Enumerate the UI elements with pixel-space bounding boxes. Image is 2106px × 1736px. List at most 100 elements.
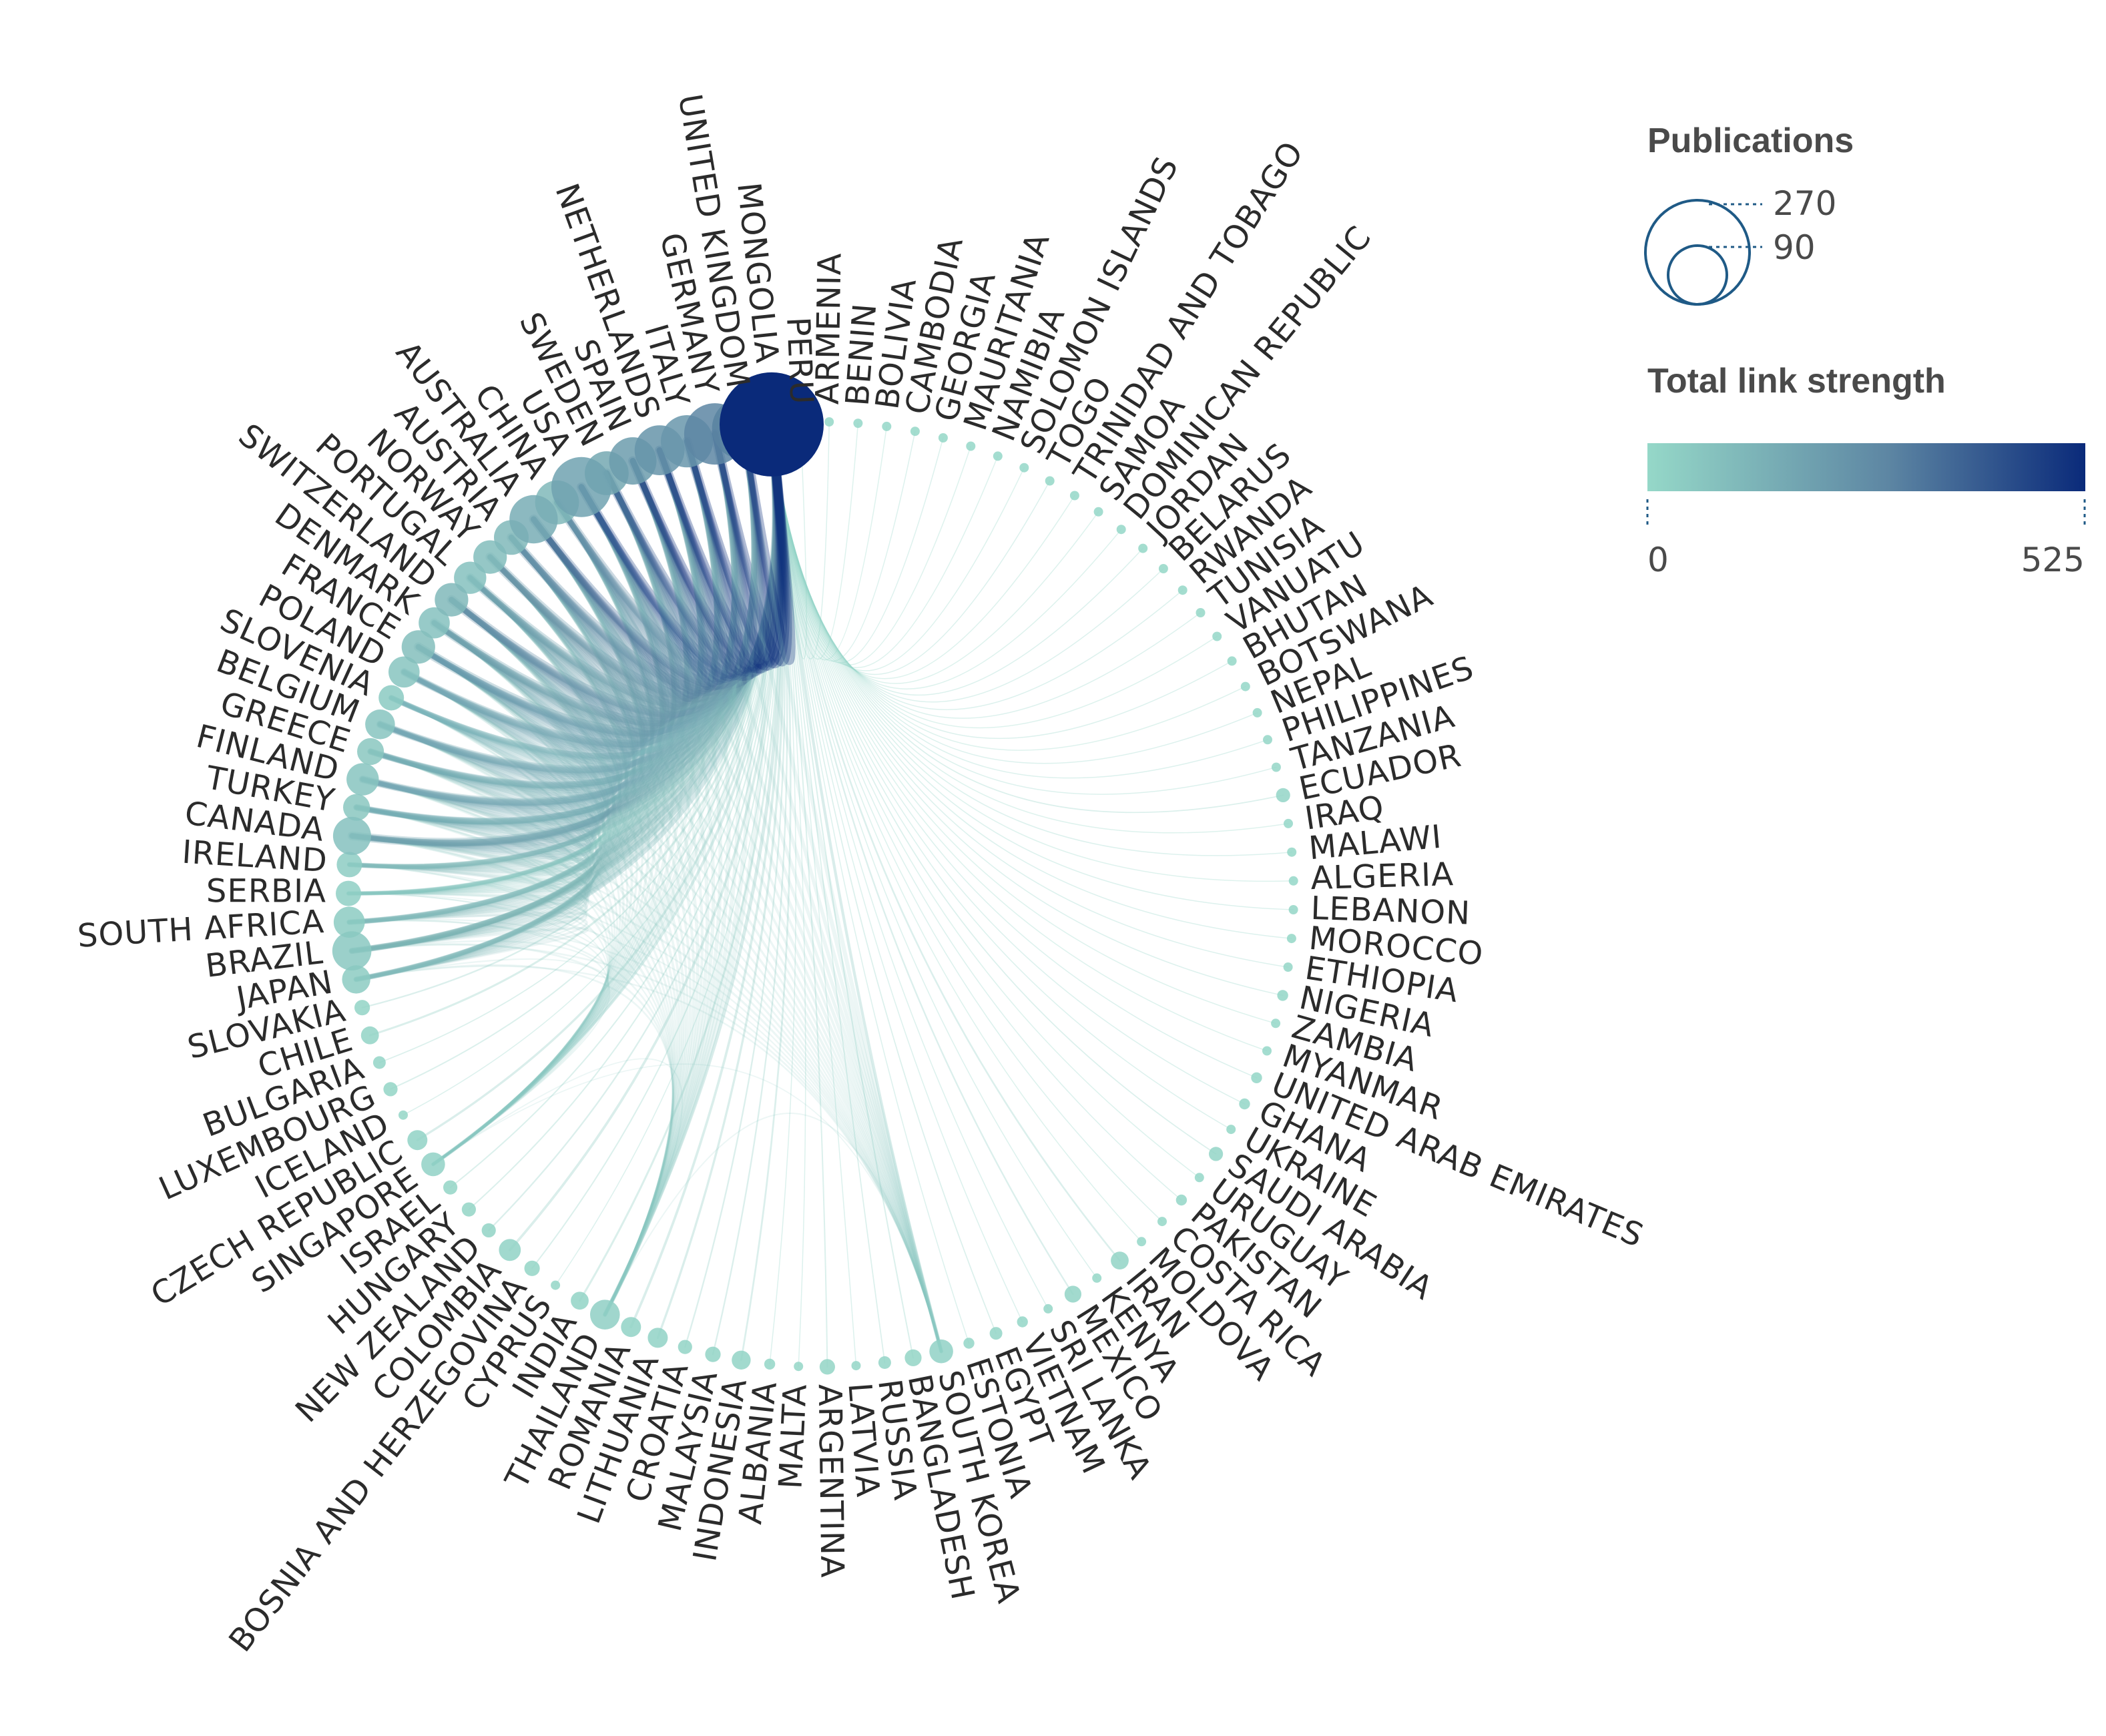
- node-lithuania[interactable]: [647, 1328, 668, 1348]
- link-portugal-sweden: [467, 470, 691, 717]
- node-morocco[interactable]: [1286, 934, 1296, 944]
- node-uruguay[interactable]: [1194, 1173, 1204, 1183]
- node-saudi-arabia[interactable]: [1209, 1147, 1224, 1161]
- node-bangladesh[interactable]: [904, 1349, 922, 1366]
- node-croatia[interactable]: [678, 1340, 692, 1354]
- node-egypt[interactable]: [989, 1327, 1003, 1340]
- node-slovenia[interactable]: [378, 685, 405, 711]
- node-united-arab-emirates[interactable]: [1251, 1072, 1262, 1084]
- node-argentina[interactable]: [819, 1359, 835, 1375]
- link-greece-france: [368, 645, 611, 806]
- node-poland[interactable]: [388, 656, 420, 688]
- node-philippines[interactable]: [1263, 735, 1272, 745]
- node-togo[interactable]: [1045, 476, 1055, 486]
- link-south-korea-belgium: [378, 723, 943, 1353]
- node-slovakia[interactable]: [354, 1000, 370, 1016]
- node-bolivia[interactable]: [882, 421, 892, 431]
- node-bulgaria[interactable]: [372, 1056, 386, 1069]
- node-botswana[interactable]: [1240, 681, 1250, 691]
- link-south-africa-united-kingdom: [346, 425, 757, 925]
- node-moldova[interactable]: [1137, 1237, 1147, 1247]
- node-solomon-islands[interactable]: [1019, 463, 1029, 473]
- node-czech-republic[interactable]: [407, 1130, 428, 1151]
- node-ireland[interactable]: [336, 852, 362, 878]
- node-luxembourg[interactable]: [383, 1082, 398, 1097]
- node-israel[interactable]: [443, 1180, 458, 1195]
- node-sri-lanka[interactable]: [1043, 1304, 1053, 1314]
- node-kenya[interactable]: [1092, 1273, 1102, 1283]
- node-finland[interactable]: [346, 763, 379, 796]
- node-nigeria[interactable]: [1277, 990, 1288, 1001]
- node-japan[interactable]: [342, 965, 370, 994]
- node-mexico[interactable]: [1064, 1285, 1081, 1303]
- node-rwanda[interactable]: [1177, 585, 1188, 595]
- node-romania[interactable]: [621, 1317, 641, 1338]
- node-jordan[interactable]: [1138, 543, 1148, 553]
- node-dominican-republic[interactable]: [1116, 525, 1126, 535]
- node-tanzania[interactable]: [1271, 762, 1281, 772]
- node-belgium[interactable]: [365, 709, 395, 740]
- node-latvia[interactable]: [851, 1361, 861, 1371]
- node-vietnam[interactable]: [1017, 1316, 1028, 1328]
- node-bhutan[interactable]: [1227, 656, 1237, 666]
- node-iraq[interactable]: [1284, 818, 1293, 828]
- node-iran[interactable]: [1111, 1251, 1129, 1269]
- node-malaysia[interactable]: [705, 1346, 721, 1362]
- label-latvia: LATVIA: [840, 1382, 886, 1499]
- node-nepal[interactable]: [1252, 707, 1262, 717]
- node-turkey[interactable]: [343, 794, 370, 821]
- node-greece[interactable]: [357, 738, 384, 766]
- node-benin[interactable]: [853, 418, 863, 428]
- node-armenia[interactable]: [824, 417, 834, 427]
- node-vanuatu[interactable]: [1212, 631, 1222, 641]
- node-indonesia[interactable]: [732, 1350, 751, 1370]
- node-australia[interactable]: [509, 495, 558, 544]
- node-chile[interactable]: [360, 1026, 379, 1045]
- node-namibia[interactable]: [993, 451, 1003, 461]
- node-ghana[interactable]: [1239, 1098, 1250, 1110]
- node-portugal[interactable]: [454, 561, 487, 594]
- node-ukraine[interactable]: [1226, 1125, 1236, 1135]
- node-hungary[interactable]: [461, 1202, 477, 1217]
- node-lebanon[interactable]: [1288, 905, 1298, 914]
- link-canada-switzerland: [350, 597, 617, 848]
- node-algeria[interactable]: [1288, 876, 1298, 886]
- node-mauritania[interactable]: [966, 441, 976, 451]
- node-zambia[interactable]: [1271, 1019, 1281, 1029]
- node-colombia[interactable]: [499, 1239, 521, 1261]
- node-samoa[interactable]: [1093, 507, 1103, 517]
- node-usa[interactable]: [551, 457, 611, 517]
- node-pakistan[interactable]: [1175, 1194, 1188, 1206]
- node-belarus[interactable]: [1158, 564, 1168, 573]
- node-malawi[interactable]: [1287, 847, 1297, 857]
- node-mongolia[interactable]: [720, 372, 824, 477]
- node-singapore[interactable]: [421, 1152, 445, 1177]
- node-costa-rica[interactable]: [1157, 1217, 1167, 1227]
- node-switzerland[interactable]: [435, 583, 469, 617]
- node-russia[interactable]: [878, 1356, 891, 1369]
- node-brazil[interactable]: [332, 931, 372, 970]
- node-malta[interactable]: [794, 1362, 804, 1372]
- node-south-africa[interactable]: [333, 906, 365, 938]
- node-cambodia[interactable]: [910, 426, 920, 437]
- node-myanmar[interactable]: [1262, 1046, 1272, 1056]
- node-bosnia-and-herzegovina[interactable]: [524, 1260, 540, 1276]
- node-new-zealand[interactable]: [481, 1223, 496, 1237]
- node-canada[interactable]: [332, 816, 371, 855]
- node-estonia[interactable]: [963, 1338, 975, 1349]
- node-albania[interactable]: [764, 1358, 776, 1370]
- node-denmark[interactable]: [419, 607, 450, 639]
- node-serbia[interactable]: [336, 880, 361, 906]
- node-cyprus[interactable]: [551, 1280, 561, 1290]
- node-tunisia[interactable]: [1196, 608, 1206, 617]
- node-ethiopia[interactable]: [1283, 962, 1293, 972]
- node-france[interactable]: [401, 630, 435, 664]
- link-austria-usa: [508, 484, 690, 707]
- node-georgia[interactable]: [938, 433, 948, 443]
- node-south-korea[interactable]: [929, 1339, 953, 1364]
- node-thailand[interactable]: [590, 1299, 620, 1330]
- node-ecuador[interactable]: [1276, 788, 1290, 802]
- node-iceland[interactable]: [399, 1110, 408, 1120]
- node-trinidad-and-tobago[interactable]: [1069, 491, 1079, 501]
- node-india[interactable]: [571, 1291, 589, 1310]
